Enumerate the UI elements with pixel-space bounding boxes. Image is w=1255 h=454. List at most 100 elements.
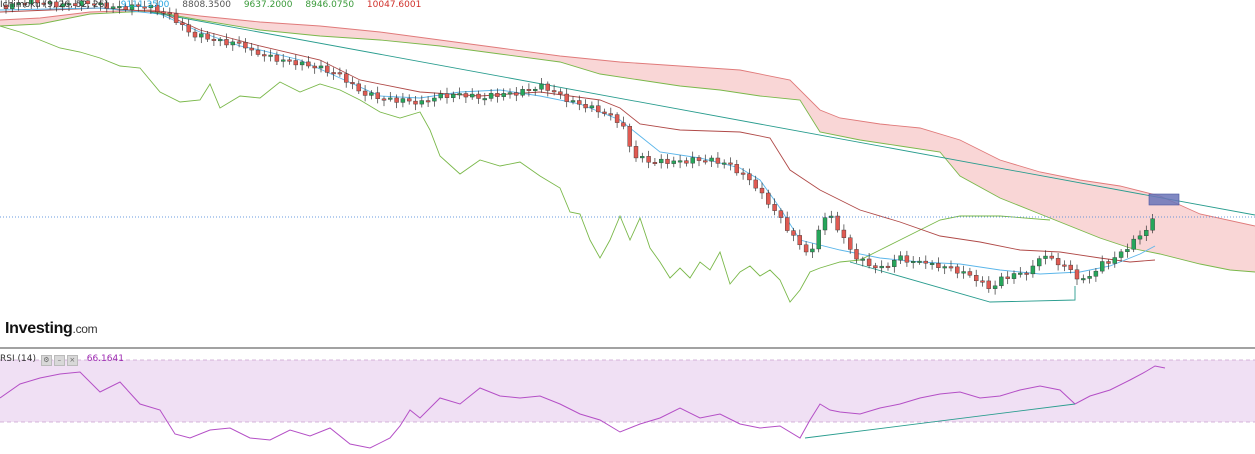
bearish-candle [602,111,607,114]
bullish-candle [199,33,204,38]
bullish-candle [722,162,727,165]
bearish-candle [463,93,469,98]
rsi-minimize-icon[interactable]: – [53,355,65,366]
chikou-value: 10047.6001 [366,0,422,10]
bullish-candle [1137,235,1143,240]
bearish-candle [753,179,758,189]
bullish-candle [79,0,84,6]
bearish-candle [1049,255,1055,259]
bullish-candle [457,93,462,96]
bullish-candle [640,156,645,159]
bearish-candle [772,204,777,211]
bullish-candle [318,65,324,69]
bearish-candle [854,249,859,260]
candlesticks [3,0,1155,295]
bearish-candle [236,41,242,44]
bearish-candle [180,22,185,25]
bearish-candle [1106,261,1111,264]
bearish-candle [545,83,550,91]
bearish-candle [803,244,809,253]
bearish-candle [551,90,557,93]
bearish-candle [955,266,960,274]
bullish-candle [822,217,828,231]
bearish-candle [331,72,336,75]
bullish-candle [1112,257,1118,264]
bearish-candle [797,235,802,246]
bullish-candle [1093,270,1099,277]
senkou-span-a-line [0,10,1255,273]
tenkan-value: 9111.3500 [120,0,170,10]
bearish-candle [747,173,752,181]
bullish-candle [268,54,273,57]
bullish-candle [539,83,544,90]
kijun-value: 8808.3500 [182,0,231,10]
bullish-candle [1030,265,1036,275]
bearish-candle [759,187,765,194]
senkou-span-b-line [0,9,1255,227]
bearish-candle [362,90,368,96]
bearish-candle [136,4,141,7]
bearish-candle [1055,258,1061,266]
rsi-legend: RSI (14) ⚙ – × 66.1641 [0,354,124,366]
bullish-candle [690,157,695,164]
bearish-candle [785,217,790,231]
bearish-candle [35,0,40,4]
bearish-candle [344,73,349,83]
bearish-candle [715,157,721,164]
rsi-pane [0,359,1255,449]
bearish-candle [564,93,569,102]
bearish-candle [514,92,519,96]
bearish-candle [243,42,248,49]
bullish-candle [60,3,65,8]
bearish-candle [841,229,847,238]
bearish-candle [835,215,840,231]
bearish-candle [1062,264,1067,267]
bearish-candle [728,162,733,165]
bearish-candle [696,157,702,161]
bearish-candle [192,31,198,38]
bullish-candle [281,59,286,62]
bullish-candle [507,92,513,95]
cloud-area [0,10,1255,272]
rsi-close-icon[interactable]: × [66,355,78,366]
bearish-candle [123,6,128,10]
bearish-candle [54,1,59,8]
bullish-candle [1118,251,1124,258]
bearish-candle [608,113,613,116]
bearish-candle [967,271,973,276]
bearish-candle [1074,269,1080,280]
bullish-candle [419,100,424,105]
bullish-candle [1081,278,1086,281]
bullish-candle [369,92,374,96]
rsi-trendline [804,403,1076,439]
bullish-candle [66,3,72,6]
bearish-candle [3,4,9,9]
bearish-candle [646,156,651,163]
bearish-candle [577,100,582,105]
bullish-candle [432,97,437,102]
bullish-candle [589,105,595,109]
bullish-candle [929,263,935,265]
bearish-candle [381,98,387,101]
bullish-candle [1011,273,1017,279]
bullish-candle [488,93,494,99]
kijun-sen-line [0,7,1156,263]
bearish-candle [173,13,179,23]
support-trendline [849,261,1076,303]
bearish-candle [249,47,254,51]
bearish-candle [904,255,910,263]
bullish-candle [47,1,53,4]
rsi-settings-icon[interactable]: ⚙ [40,355,52,366]
bearish-candle [936,263,941,268]
bullish-candle [110,6,116,9]
bearish-candle [413,100,418,105]
rsi-band [0,360,1255,422]
bearish-candle [848,237,853,250]
bearish-candle [350,82,355,85]
bullish-candle [217,39,223,42]
bullish-candle [911,261,916,263]
bearish-candle [740,172,746,175]
bullish-candle [860,258,865,261]
bullish-candle [1125,249,1130,253]
